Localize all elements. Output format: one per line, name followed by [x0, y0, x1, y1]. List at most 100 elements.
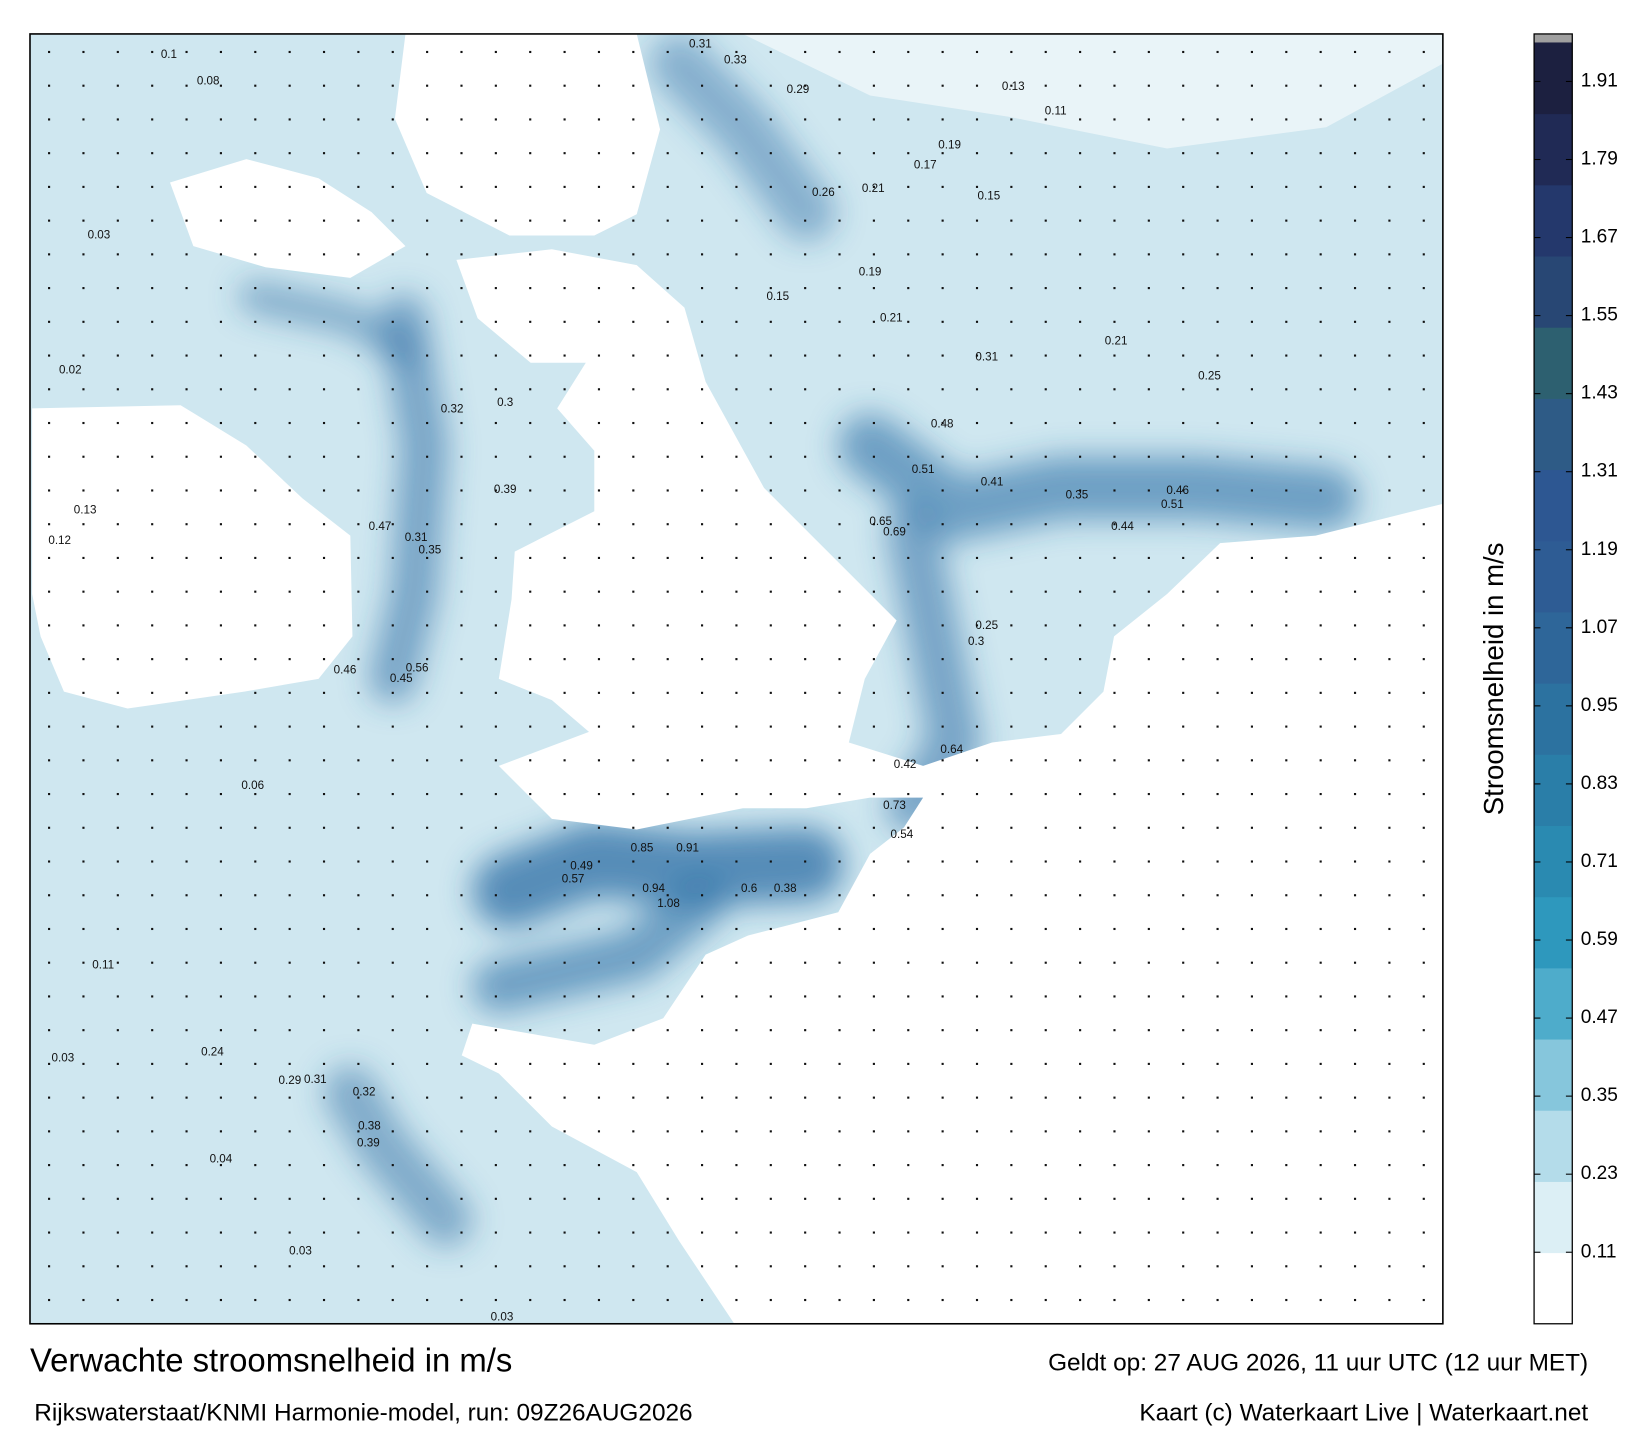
- flow-dot: [1147, 1130, 1150, 1133]
- flow-dot: [632, 792, 635, 796]
- flow-dot: [48, 219, 51, 222]
- flow-dot: [288, 624, 291, 627]
- flow-dot: [804, 1231, 807, 1234]
- flow-dot: [82, 50, 85, 54]
- flow-dot: [1422, 455, 1425, 458]
- flow-dot: [82, 1231, 85, 1234]
- flow-dot: [494, 658, 497, 661]
- flow-dot: [838, 1062, 841, 1065]
- flow-dot: [872, 1197, 875, 1200]
- flow-dot: [872, 253, 875, 256]
- flow-dot: [1079, 556, 1082, 559]
- flow-dot: [357, 118, 360, 121]
- flow-dot: [735, 185, 738, 188]
- flow-dot: [1319, 1231, 1322, 1234]
- flow-dot: [391, 1265, 394, 1268]
- flow-dot: [219, 152, 222, 155]
- flow-dot: [1010, 185, 1013, 188]
- flow-dot: [426, 118, 429, 121]
- flow-dot: [219, 590, 222, 593]
- flow-dot: [219, 84, 222, 87]
- flow-dot: [563, 826, 566, 829]
- flow-dot: [1422, 388, 1425, 391]
- flow-dot: [907, 1265, 910, 1268]
- flow-dot: [1319, 826, 1322, 829]
- flow-dot: [426, 388, 429, 391]
- flow-dot: [357, 1062, 360, 1065]
- flow-dot: [701, 590, 704, 593]
- flow-dot: [48, 927, 51, 931]
- flow-dot: [494, 590, 497, 593]
- flow-dot: [48, 826, 51, 829]
- flow-dot: [1353, 388, 1357, 391]
- flow-dot: [254, 388, 257, 391]
- flow-dot: [872, 523, 875, 526]
- speed-label: 0.33: [724, 54, 747, 67]
- flow-dot: [1353, 860, 1357, 863]
- flow-dot: [254, 792, 257, 796]
- flow-dot: [666, 1265, 669, 1268]
- flow-dot: [907, 320, 910, 323]
- flow-dot: [1147, 219, 1150, 222]
- flow-dot: [1388, 1029, 1391, 1032]
- flow-dot: [701, 354, 704, 357]
- flow-dot: [82, 354, 85, 357]
- flow-dot: [941, 961, 944, 964]
- flow-dot: [1010, 725, 1013, 728]
- flow-dot: [185, 759, 188, 762]
- flow-dot: [1079, 961, 1082, 964]
- flow-dot: [1388, 725, 1391, 728]
- flow-dot: [666, 253, 669, 256]
- flow-dot: [426, 1164, 429, 1167]
- speed-label: 0.73: [883, 799, 906, 812]
- flow-dot: [1044, 1197, 1047, 1200]
- flow-dot: [391, 1096, 394, 1099]
- flow-dot: [597, 894, 601, 897]
- flow-dot: [494, 792, 497, 796]
- flow-dot: [48, 792, 51, 796]
- flow-dot: [460, 152, 463, 155]
- flow-dot: [597, 253, 601, 256]
- flow-dot: [1250, 556, 1253, 559]
- title: Verwachte stroomsnelheid in m/s: [30, 1342, 512, 1379]
- flow-dot: [1250, 792, 1253, 796]
- flow-dot: [769, 590, 772, 593]
- flow-dot: [219, 691, 222, 694]
- flow-dot: [1422, 152, 1425, 155]
- flow-dot: [1010, 455, 1013, 458]
- flow-dot: [185, 320, 188, 323]
- flow-dot: [735, 961, 738, 964]
- flow-dot: [48, 995, 51, 998]
- flow-dot: [1285, 1197, 1288, 1200]
- flow-dot: [804, 590, 807, 593]
- speed-label: 0.02: [59, 363, 82, 376]
- speed-label: 0.51: [1161, 498, 1184, 511]
- flow-dot: [460, 455, 463, 458]
- flow-dot: [597, 995, 601, 998]
- flow-dot: [838, 658, 841, 661]
- flow-dot: [975, 253, 979, 256]
- channel: [472, 821, 844, 929]
- flow-dot: [1079, 1029, 1082, 1032]
- flow-dot: [1422, 253, 1425, 256]
- flow-dot: [1250, 489, 1253, 492]
- flow-dot: [804, 421, 807, 425]
- flow-dot: [82, 253, 85, 256]
- flow-dot: [357, 219, 360, 222]
- flow-dot: [1010, 927, 1013, 931]
- flow-dot: [907, 927, 910, 931]
- flow-dot: [357, 489, 360, 492]
- flow-dot: [1079, 759, 1082, 762]
- flow-dot: [494, 1096, 497, 1099]
- flow-dot: [185, 455, 188, 458]
- flow-dot: [1388, 287, 1391, 290]
- flow-dot: [1216, 792, 1219, 796]
- flow-dot: [322, 1096, 326, 1099]
- flow-dot: [735, 792, 738, 796]
- flow-dot: [975, 1062, 979, 1065]
- flow-dot: [1010, 826, 1013, 829]
- flow-dot: [563, 421, 566, 425]
- flow-dot: [1010, 792, 1013, 796]
- flow-dot: [1216, 1062, 1219, 1065]
- flow-dot: [288, 894, 291, 897]
